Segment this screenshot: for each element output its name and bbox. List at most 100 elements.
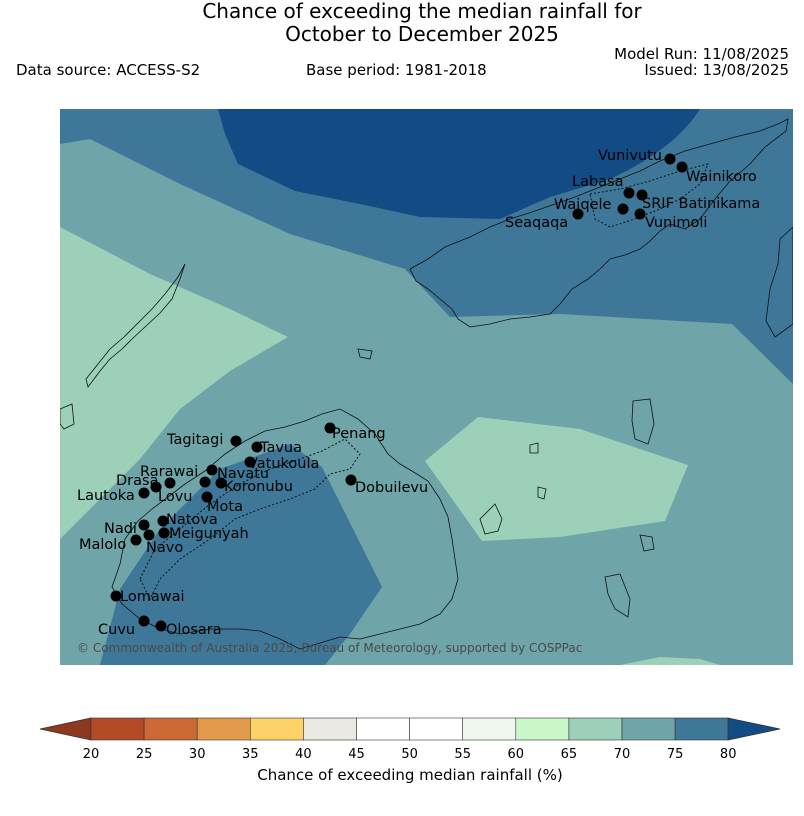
model-run: Model Run: 11/08/2025 xyxy=(614,45,789,63)
colorbar-tick-30: 30 xyxy=(189,747,206,762)
colorbar-bin-3 xyxy=(250,717,304,741)
colorbar-arrow-high xyxy=(727,717,781,741)
colorbar-tick-55: 55 xyxy=(454,747,471,762)
station-dot-lautoka xyxy=(138,487,150,499)
map-panel: Vunivutu Wainikoro Labasa Waiqele SRIF B… xyxy=(60,109,793,665)
station-label-labasa: Labasa xyxy=(572,174,624,190)
station-dot-mota xyxy=(201,491,213,503)
colorbar-arrow-low xyxy=(39,717,92,741)
issued-date: Issued: 13/08/2025 xyxy=(644,61,789,79)
islet-3 xyxy=(631,398,655,445)
station-label-vatukoula: Vatukoula xyxy=(248,456,319,472)
colorbar-tick-75: 75 xyxy=(667,747,684,762)
station-label-mota: Mota xyxy=(207,499,243,515)
colorbar-bin-7 xyxy=(462,717,517,741)
station-dot-olosara xyxy=(155,620,167,632)
yasawa-chain xyxy=(85,263,186,388)
colorbar-tick-40: 40 xyxy=(295,747,312,762)
station-label-navo: Navo xyxy=(146,540,183,556)
zone-75-80-south xyxy=(100,444,382,665)
colorbar-tick-25: 25 xyxy=(136,747,153,762)
station-dot-penang xyxy=(324,422,336,434)
station-label-navatu: Navatu xyxy=(217,466,269,482)
colorbar-bin-1 xyxy=(143,717,198,741)
station-dot-vunimoli xyxy=(634,208,646,220)
colorbar-bin-8 xyxy=(515,717,570,741)
map-title: Chance of exceeding the median rainfall … xyxy=(0,0,804,46)
taveuni-coast xyxy=(765,226,793,338)
province-boundaries xyxy=(139,163,709,601)
colorbar-bin-6 xyxy=(409,717,464,741)
station-label-lautoka: Lautoka xyxy=(77,488,135,504)
zone-65-70-bottom xyxy=(620,657,720,665)
station-label-penang: Penang xyxy=(332,426,386,442)
colorbar-bins xyxy=(90,717,729,741)
station-dot-vatukoula xyxy=(244,456,256,468)
station-label-vunivutu: Vunivutu xyxy=(598,148,662,164)
station-dot-rarawai xyxy=(206,464,218,476)
station-label-tagitagi: Tagitagi xyxy=(166,432,223,448)
islet-1 xyxy=(357,348,373,360)
station-dot-waiqele xyxy=(617,203,629,215)
station-dot-tagitagi xyxy=(230,435,242,447)
station-label-vunimoli: Vunimoli xyxy=(645,215,707,231)
zone-65-70-west xyxy=(60,227,288,539)
station-label-dobuilevu: Dobuilevu xyxy=(355,480,428,496)
station-dot-labasa xyxy=(623,187,635,199)
station-dot-navo xyxy=(143,529,155,541)
coastlines xyxy=(60,118,793,650)
station-dot-malolo xyxy=(130,534,142,546)
base-period: Base period: 1981-2018 xyxy=(306,61,487,79)
station-label-meigunyah: Meigunyah xyxy=(169,526,249,542)
colorbar-tick-20: 20 xyxy=(83,747,100,762)
colorbar-bin-0 xyxy=(90,717,145,741)
vanua-levu-coast xyxy=(409,118,789,328)
colorbar-ticks: 20 25 30 35 40 45 50 55 60 65 70 75 80 xyxy=(83,747,737,762)
station-label-nadi: Nadi xyxy=(104,521,137,537)
station-dot-vunivutu xyxy=(664,153,676,165)
station-label-koronubu: Koronubu xyxy=(224,479,293,495)
station-dot-navatu xyxy=(199,476,211,488)
zone-65-70-east xyxy=(425,417,688,541)
colorbar-bin-11 xyxy=(674,717,729,741)
station-dot-lomawai xyxy=(110,590,122,602)
colorbar-tick-45: 45 xyxy=(348,747,365,762)
station-dot-natova xyxy=(157,515,169,527)
station-label-natova: Natova xyxy=(166,512,218,528)
islet-4 xyxy=(604,573,631,618)
islet-5 xyxy=(639,534,655,552)
station-dot-cuvu xyxy=(138,615,150,627)
station-label-wainikoro: Wainikoro xyxy=(686,169,757,185)
station-label-waiqele: Waiqele xyxy=(554,197,611,213)
station-label-srif: SRIF Batinikama xyxy=(642,196,760,212)
colorbar-tick-60: 60 xyxy=(508,747,525,762)
copyright-notice: © Commonwealth of Australia 2025, Bureau… xyxy=(77,641,583,655)
station-dot-srif xyxy=(636,189,648,201)
station-dot-drasa xyxy=(164,477,176,489)
station-label-lovu: Lovu xyxy=(158,489,192,505)
colorbar: 20 25 30 35 40 45 50 55 60 65 70 75 80 xyxy=(39,717,781,762)
station-dot-nadi xyxy=(138,519,150,531)
colorbar-bin-4 xyxy=(303,717,357,741)
station-label-seaqaqa: Seaqaqa xyxy=(505,215,568,231)
station-label-drasa: Drasa xyxy=(116,473,158,489)
colorbar-bin-5 xyxy=(356,717,410,741)
title-line-2: October to December 2025 xyxy=(285,22,559,46)
colorbar-tick-70: 70 xyxy=(614,747,631,762)
rainfall-map: Vunivutu Wainikoro Labasa Waiqele SRIF B… xyxy=(60,109,793,665)
stations: Vunivutu Wainikoro Labasa Waiqele SRIF B… xyxy=(77,148,760,638)
colorbar-bin-10 xyxy=(621,717,676,741)
islet-6 xyxy=(529,442,539,454)
colorbar-bin-2 xyxy=(196,717,251,741)
station-dot-koronubu xyxy=(215,477,227,489)
station-label-lomawai: Lomawai xyxy=(120,589,184,605)
station-dot-dobuilevu xyxy=(345,474,357,486)
station-label-cuvu: Cuvu xyxy=(98,622,135,638)
viti-levu-boundary xyxy=(139,438,361,601)
station-dot-meigunyah xyxy=(158,527,170,539)
vanua-levu-boundary xyxy=(589,163,709,228)
colorbar-bin-9 xyxy=(568,717,623,741)
station-label-malolo: Malolo xyxy=(79,537,126,553)
title-line-1: Chance of exceeding the median rainfall … xyxy=(202,0,642,23)
station-label-rarawai: Rarawai xyxy=(140,464,198,480)
